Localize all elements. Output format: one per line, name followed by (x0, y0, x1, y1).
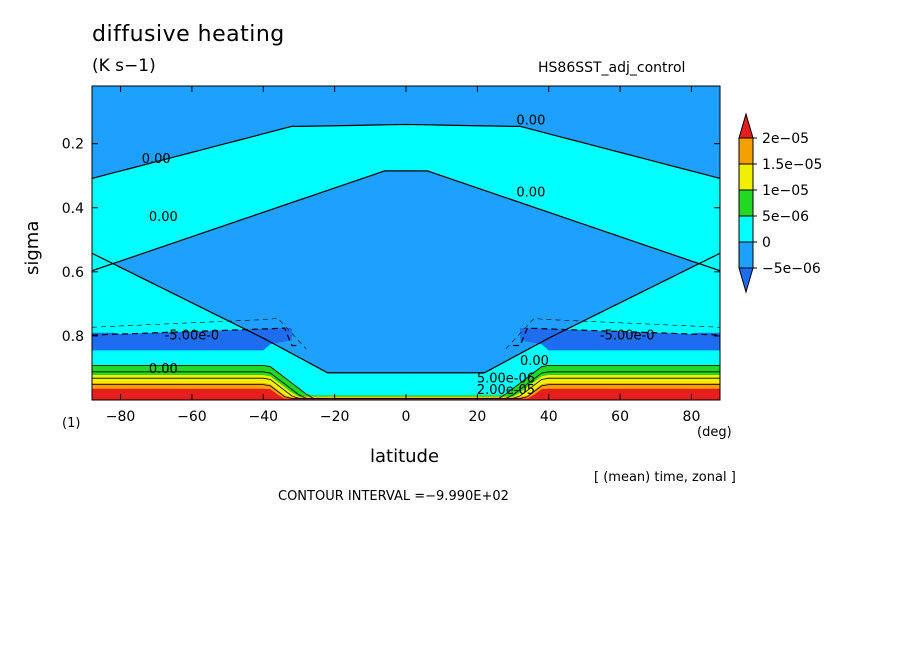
colorbar-swatch (738, 241, 754, 269)
region-zero-upper (92, 124, 720, 271)
y-tick-label: 0.2 (62, 137, 84, 153)
colorbar-label: 5e−06 (762, 209, 809, 225)
x-tick-label: −20 (320, 409, 350, 425)
x-tick-label: −40 (248, 409, 278, 425)
region-zero-lower (92, 253, 720, 400)
contour-neg-thin (505, 317, 720, 349)
region-neg-lobe-south (92, 327, 292, 351)
contour-label: -5.00e-0 (165, 328, 220, 343)
x-axis-label: latitude (370, 446, 440, 467)
colorbar-label: 1e−05 (762, 183, 809, 199)
x-tick-label: −60 (177, 409, 207, 425)
contour-label: 0.00 (520, 354, 549, 369)
colorbar-swatch (738, 189, 754, 217)
x-tick-label: 60 (611, 409, 629, 425)
x-tick-label: 80 (683, 409, 701, 425)
contour-label: 0.00 (516, 186, 545, 201)
x-axis-unit: (deg) (697, 425, 732, 440)
plot-fill (92, 86, 720, 400)
contour-label: 0.00 (149, 362, 178, 377)
contour-interval: CONTOUR INTERVAL =−9.990E+02 (278, 489, 509, 504)
colorbar-top-arrow (738, 112, 754, 139)
y-tick-label: 0.8 (62, 329, 84, 345)
contour-neg-dashed (92, 327, 299, 347)
contour-zero-lower (92, 170, 720, 272)
axes: −80 −60 −40 −20 0 20 40 60 80 0.2 0.4 0.6 0.8 (62, 86, 720, 425)
contour-label: 0.00 (516, 114, 545, 129)
colorbar-swatch (738, 215, 754, 243)
y-tick-label: 0.6 (62, 265, 84, 281)
contour-label: 2.00e-05 (477, 383, 535, 398)
colorbar-label: 1.5e−05 (762, 157, 822, 173)
x-tick-label: 20 (468, 409, 486, 425)
contour-zero-upper (92, 123, 720, 179)
contour-labels: 0.00 0.00 0.00 0.00 -5.00e-0 -5.00e-0 0.00 0.00… (142, 114, 655, 398)
colorbar-swatch (738, 163, 754, 191)
colorbar: 2e−05 1.5e−05 1e−05 5e−06 0 −5e−06 (738, 112, 822, 294)
level-index: (1) (62, 416, 81, 431)
x-tick-label: −80 (106, 409, 136, 425)
dataset-name: HS86SST_adj_control (538, 60, 686, 76)
contour-label: 0.00 (142, 152, 171, 167)
x-tick-label: 40 (540, 409, 558, 425)
colorbar-label: 2e−05 (762, 131, 809, 147)
contour-label: -5.00e-0 (600, 328, 655, 343)
colorbar-swatch (738, 137, 754, 165)
y-tick-label: 0.4 (62, 201, 84, 217)
x-tick-label: 0 (402, 409, 411, 425)
contour-zero-low (92, 252, 720, 374)
colorbar-label: −5e−06 (762, 261, 821, 277)
chart-title: diffusive heating (92, 22, 285, 47)
contour-label: 5.00e-06 (477, 372, 535, 387)
region-neg-lobe-north (520, 327, 720, 351)
contour-neg-dashed (513, 327, 720, 347)
contour-label: 0.00 (149, 210, 178, 225)
colorbar-label: 0 (762, 235, 771, 251)
colorbar-bottom-arrow (738, 267, 754, 294)
region-2e-05 (92, 388, 720, 400)
averaging-note: [ (mean) time, zonal ] (594, 470, 736, 485)
chart-units: (K s−1) (92, 56, 156, 76)
